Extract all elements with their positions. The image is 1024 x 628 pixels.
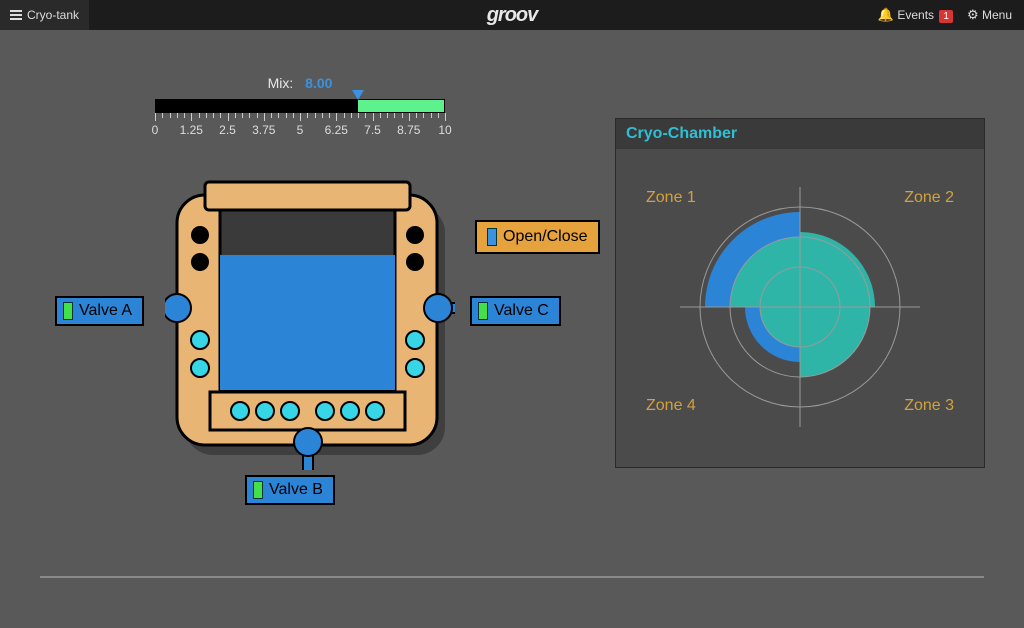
- open-close-label: Open/Close: [503, 228, 588, 246]
- page-label: Cryo-tank: [27, 8, 79, 22]
- cryo-chamber-panel: Cryo-Chamber Zone 1 Zone 2 Zone 3 Zone 4: [615, 118, 985, 468]
- valve-b-button[interactable]: Valve B: [245, 475, 335, 505]
- topbar-right: 🔔 Events 1 ⚙ Menu: [878, 7, 1024, 23]
- mix-value: 8.00: [305, 75, 332, 91]
- bell-icon: 🔔: [878, 7, 894, 22]
- menu-button[interactable]: ⚙ Menu: [967, 7, 1012, 23]
- mix-label: Mix:: [268, 75, 294, 91]
- gear-icon: ⚙: [967, 7, 979, 22]
- cryo-chamber-body: Zone 1 Zone 2 Zone 3 Zone 4: [616, 149, 984, 465]
- valve-a-label: Valve A: [79, 302, 132, 320]
- mix-slider-area: Mix: 8.00 01.252.53.7556.257.58.7510: [155, 75, 445, 139]
- valve-b-label: Valve B: [269, 481, 323, 499]
- events-button[interactable]: 🔔 Events 1: [878, 7, 953, 23]
- open-close-button[interactable]: Open/Close: [475, 220, 600, 254]
- logo: groov: [487, 4, 538, 27]
- tank-diagram: Valve A Valve C Valve B Open/Close: [55, 180, 575, 540]
- valve-b-led: [253, 481, 263, 499]
- valve-a-led: [63, 302, 73, 320]
- hamburger-icon: [10, 10, 22, 20]
- mix-slider-ticks: [155, 113, 445, 123]
- events-count-badge: 1: [939, 10, 953, 23]
- mix-slider-fill: [358, 100, 444, 112]
- page-selector[interactable]: Cryo-tank: [0, 0, 89, 30]
- top-bar: Cryo-tank groov 🔔 Events 1 ⚙ Menu: [0, 0, 1024, 30]
- mix-slider-tick-labels: 01.252.53.7556.257.58.7510: [155, 123, 445, 139]
- valve-c-led: [478, 302, 488, 320]
- mix-slider[interactable]: [155, 99, 445, 113]
- open-close-led: [487, 228, 497, 246]
- cryo-chamber-title: Cryo-Chamber: [616, 119, 984, 149]
- valve-c-button[interactable]: Valve C: [470, 296, 561, 326]
- footer-divider: [40, 576, 984, 578]
- tank-svg: [165, 180, 455, 470]
- polar-chart: [670, 177, 930, 437]
- events-label: Events: [897, 8, 934, 22]
- valve-a-button[interactable]: Valve A: [55, 296, 144, 326]
- mix-slider-marker[interactable]: [352, 90, 364, 100]
- valve-c-label: Valve C: [494, 302, 549, 320]
- menu-label: Menu: [982, 8, 1012, 22]
